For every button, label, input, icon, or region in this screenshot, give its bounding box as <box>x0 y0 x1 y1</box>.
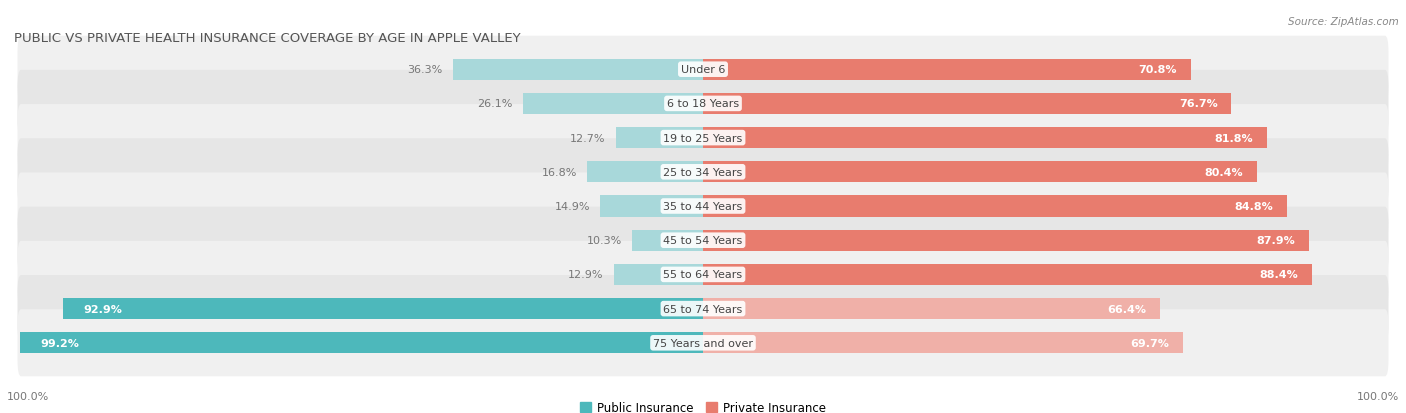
Text: 84.8%: 84.8% <box>1234 202 1274 211</box>
Bar <box>633 230 703 251</box>
Bar <box>703 264 1312 285</box>
FancyBboxPatch shape <box>17 207 1389 274</box>
Text: 81.8%: 81.8% <box>1215 133 1253 143</box>
Text: PUBLIC VS PRIVATE HEALTH INSURANCE COVERAGE BY AGE IN APPLE VALLEY: PUBLIC VS PRIVATE HEALTH INSURANCE COVER… <box>14 31 520 45</box>
Text: Source: ZipAtlas.com: Source: ZipAtlas.com <box>1288 17 1399 26</box>
Bar <box>703 162 1257 183</box>
Bar <box>523 94 703 115</box>
FancyBboxPatch shape <box>17 241 1389 308</box>
FancyBboxPatch shape <box>17 309 1389 376</box>
Text: 80.4%: 80.4% <box>1205 167 1243 177</box>
Text: 100.0%: 100.0% <box>1357 391 1399 401</box>
Text: 65 to 74 Years: 65 to 74 Years <box>664 304 742 314</box>
Bar <box>453 59 703 81</box>
Bar <box>703 94 1232 115</box>
FancyBboxPatch shape <box>17 139 1389 206</box>
Bar <box>63 298 703 319</box>
FancyBboxPatch shape <box>17 105 1389 172</box>
Text: 100.0%: 100.0% <box>7 391 49 401</box>
Text: 75 Years and over: 75 Years and over <box>652 338 754 348</box>
Text: 88.4%: 88.4% <box>1260 270 1298 280</box>
FancyBboxPatch shape <box>17 275 1389 342</box>
Text: 12.9%: 12.9% <box>568 270 603 280</box>
Text: 87.9%: 87.9% <box>1256 236 1295 246</box>
Text: 76.7%: 76.7% <box>1178 99 1218 109</box>
Legend: Public Insurance, Private Insurance: Public Insurance, Private Insurance <box>579 401 827 413</box>
Bar <box>703 128 1267 149</box>
Text: Under 6: Under 6 <box>681 65 725 75</box>
Bar <box>703 196 1288 217</box>
Bar <box>588 162 703 183</box>
Bar <box>20 332 703 354</box>
Bar <box>703 332 1184 354</box>
Text: 16.8%: 16.8% <box>541 167 576 177</box>
Text: 70.8%: 70.8% <box>1139 65 1177 75</box>
FancyBboxPatch shape <box>17 37 1389 104</box>
Bar <box>703 230 1309 251</box>
Text: 19 to 25 Years: 19 to 25 Years <box>664 133 742 143</box>
Text: 36.3%: 36.3% <box>408 65 443 75</box>
Bar <box>703 59 1191 81</box>
FancyBboxPatch shape <box>17 71 1389 138</box>
Text: 10.3%: 10.3% <box>586 236 621 246</box>
Text: 99.2%: 99.2% <box>41 338 79 348</box>
Bar <box>616 128 703 149</box>
Text: 69.7%: 69.7% <box>1130 338 1170 348</box>
Text: 35 to 44 Years: 35 to 44 Years <box>664 202 742 211</box>
Text: 55 to 64 Years: 55 to 64 Years <box>664 270 742 280</box>
Text: 25 to 34 Years: 25 to 34 Years <box>664 167 742 177</box>
Bar <box>614 264 703 285</box>
Text: 92.9%: 92.9% <box>83 304 122 314</box>
Text: 12.7%: 12.7% <box>569 133 605 143</box>
Bar <box>703 298 1160 319</box>
Text: 26.1%: 26.1% <box>478 99 513 109</box>
Text: 45 to 54 Years: 45 to 54 Years <box>664 236 742 246</box>
FancyBboxPatch shape <box>17 173 1389 240</box>
Text: 6 to 18 Years: 6 to 18 Years <box>666 99 740 109</box>
Bar <box>600 196 703 217</box>
Text: 66.4%: 66.4% <box>1108 304 1147 314</box>
Text: 14.9%: 14.9% <box>554 202 591 211</box>
